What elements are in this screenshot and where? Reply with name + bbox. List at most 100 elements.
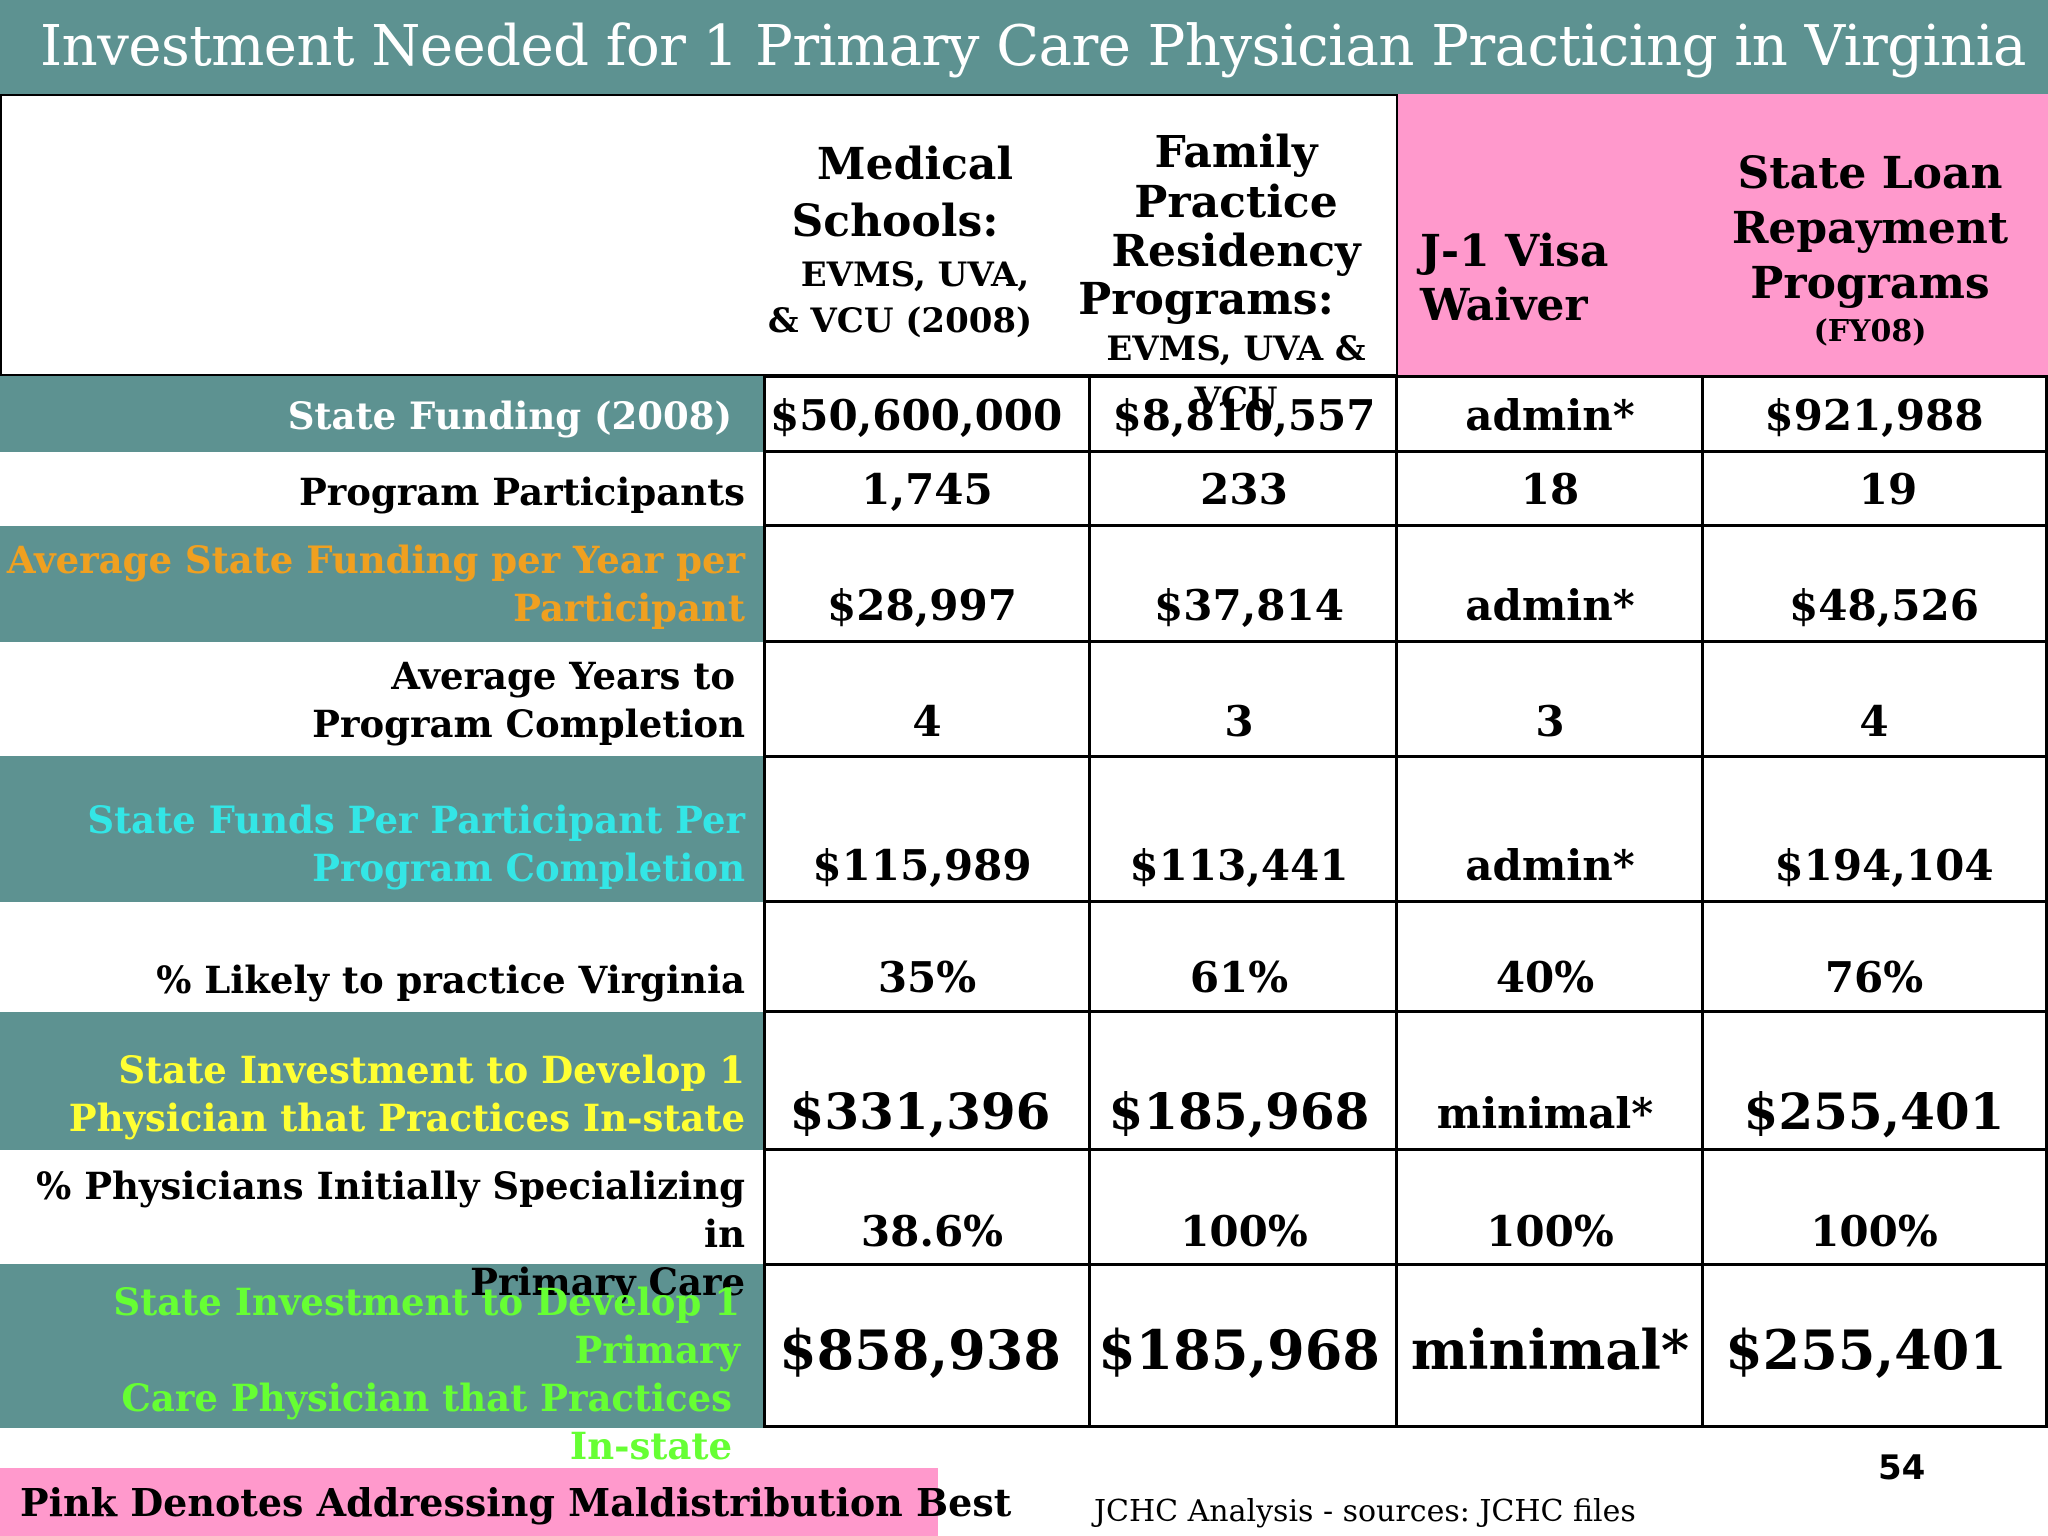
grid-line xyxy=(765,450,2048,453)
table-cell: 3 xyxy=(1535,697,1565,746)
grid-line xyxy=(2045,376,2048,1428)
row-bg-funds-per-participant xyxy=(0,756,765,902)
table-cell: 4 xyxy=(912,697,942,746)
row-label-program-participants: Program Participants xyxy=(298,470,745,514)
table-cell: $255,401 xyxy=(1725,1318,2007,1382)
table-cell: $194,104 xyxy=(1774,841,1994,890)
grid-line xyxy=(765,1263,2048,1266)
slide-title: Investment Needed for 1 Primary Care Phy… xyxy=(40,14,2026,79)
col-header-line: State Loan xyxy=(1737,148,2003,199)
grid-line xyxy=(765,375,2048,378)
row-label-line: State Funds Per Participant Per xyxy=(87,798,745,842)
table-cell: 38.6% xyxy=(860,1207,1004,1256)
row-label-line: Average State Funding per Year per xyxy=(6,538,745,582)
table-cell: 61% xyxy=(1189,953,1289,1002)
col-header-medical-schools: Medical Schools: EVMS, UVA, & VCU (2008) xyxy=(765,138,1065,344)
table-cell: 1,745 xyxy=(861,465,993,514)
table-cell: $50,600,000 xyxy=(770,391,1063,440)
col-header-line: J-1 Visa xyxy=(1420,226,1609,277)
col-header-line: Programs xyxy=(1750,258,1990,309)
row-label-line: Primary Care xyxy=(470,1260,745,1304)
table-cell: 100% xyxy=(1180,1207,1308,1256)
col-header-line: & VCU (2008) xyxy=(767,301,1033,341)
header-pink-highlight xyxy=(1398,94,2048,376)
col-header-line: Waiver xyxy=(1420,280,1588,331)
row-label-line: Care Physician that Practices xyxy=(121,1376,732,1420)
col-header-line: Schools: xyxy=(791,196,999,247)
table-cell: $185,968 xyxy=(1108,1082,1370,1141)
table-header xyxy=(0,94,1398,376)
row-label-funds-per-participant: State Funds Per Participant Per Program … xyxy=(0,796,745,892)
row-label-likely-practice: % Likely to practice Virginia xyxy=(156,958,745,1002)
col-header-line: Programs: xyxy=(1078,274,1334,325)
col-header-line: Repayment xyxy=(1731,203,2009,254)
row-label-state-funding: State Funding (2008) xyxy=(287,394,732,438)
grid-line xyxy=(765,640,2048,643)
row-label-investment-1-physician: State Investment to Develop 1 Physician … xyxy=(0,1046,745,1142)
grid-line xyxy=(765,755,2048,758)
row-label-investment-primary-care: State Investment to Develop 1 Primary Ca… xyxy=(0,1278,740,1470)
row-bg-investment-primary-care xyxy=(0,1264,765,1428)
table-cell: admin* xyxy=(1465,391,1635,440)
grid-line xyxy=(765,900,2048,903)
table-cell: 3 xyxy=(1224,697,1254,746)
row-label-line: Participant xyxy=(513,586,745,630)
table-cell: $28,997 xyxy=(827,581,1017,630)
col-header-line: Family Practice xyxy=(1134,127,1338,228)
grid-line xyxy=(763,376,766,1428)
table-cell: minimal* xyxy=(1410,1318,1690,1382)
table-cell: 4 xyxy=(1859,697,1889,746)
grid-line xyxy=(765,1148,2048,1151)
col-header-family-practice: Family Practice Residency Programs: EVMS… xyxy=(1076,128,1396,426)
col-header-line: EVMS, UVA & xyxy=(1106,329,1366,369)
grid-line xyxy=(1701,376,1704,1428)
footer-legend-box xyxy=(0,1468,938,1536)
table-cell: $115,989 xyxy=(812,841,1032,890)
col-header-line: (FY08) xyxy=(1813,314,1927,349)
table-cell: $37,814 xyxy=(1154,581,1344,630)
col-header-line: Medical xyxy=(816,139,1014,190)
col-header-line: VCU xyxy=(1194,380,1278,420)
row-label-avg-years: Average Years to Program Completion xyxy=(0,652,745,748)
grid-line xyxy=(765,524,2048,527)
row-bg-state-funding xyxy=(0,376,765,452)
row-label-line: Program Completion xyxy=(312,846,745,890)
row-bg-avg-funding xyxy=(0,526,765,642)
table-cell: 100% xyxy=(1486,1207,1614,1256)
table-cell: $8,810,557 xyxy=(1112,391,1376,440)
table-cell: 18 xyxy=(1520,465,1580,514)
table-cell: 40% xyxy=(1495,953,1595,1002)
row-label-avg-funding: Average State Funding per Year per Parti… xyxy=(0,536,745,632)
row-label-line: State Investment to Develop 1 xyxy=(118,1048,745,1092)
row-label-line: State Investment to Develop 1 Primary xyxy=(113,1280,740,1372)
row-bg-investment-1-physician xyxy=(0,1012,765,1150)
row-label-line: % Physicians Initially Specializing in xyxy=(36,1164,745,1256)
grid-line xyxy=(765,1010,2048,1013)
table-cell: 35% xyxy=(877,953,977,1002)
page-number: 54 xyxy=(1878,1448,1926,1488)
grid-line xyxy=(765,1425,2048,1428)
col-header-line: Residency xyxy=(1111,226,1361,277)
table-cell: $331,396 xyxy=(789,1082,1051,1141)
grid-line xyxy=(1395,376,1398,1428)
table-cell: admin* xyxy=(1465,841,1635,890)
table-cell: minimal* xyxy=(1436,1089,1654,1138)
table-cell: 76% xyxy=(1824,953,1924,1002)
table-cell: $48,526 xyxy=(1789,581,1979,630)
table-cell: $858,938 xyxy=(779,1318,1061,1382)
table-cell: $255,401 xyxy=(1743,1082,2005,1141)
table-cell: 100% xyxy=(1810,1207,1938,1256)
grid-line xyxy=(1088,376,1091,1428)
title-bar xyxy=(0,0,2048,94)
col-header-state-loan: State Loan Repayment Programs (FY08) xyxy=(1710,146,2030,352)
table-cell: admin* xyxy=(1465,581,1635,630)
row-label-pct-primary-care: % Physicians Initially Specializing in P… xyxy=(0,1162,745,1306)
row-label-line: Physician that Practices In-state xyxy=(68,1096,745,1140)
row-label-line: In-state xyxy=(569,1424,732,1468)
col-header-line: EVMS, UVA, xyxy=(800,255,1030,295)
table-cell: $185,968 xyxy=(1098,1318,1380,1382)
table-cell: $921,988 xyxy=(1764,391,1984,440)
footer-legend-note: Pink Denotes Addressing Maldistribution … xyxy=(20,1480,1012,1525)
table-cell: 233 xyxy=(1200,465,1288,514)
table-cell: $113,441 xyxy=(1129,841,1349,890)
